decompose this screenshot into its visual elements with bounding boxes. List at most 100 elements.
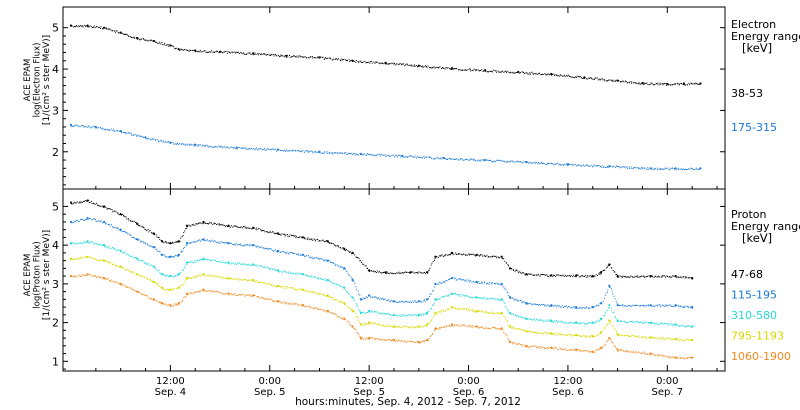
electron-series-dot bbox=[506, 71, 508, 73]
electron-series-dot bbox=[476, 69, 478, 71]
proton-series-dot bbox=[363, 324, 365, 326]
proton-series-dot bbox=[514, 314, 516, 316]
proton-series-dot bbox=[102, 206, 104, 208]
proton-series-dot bbox=[549, 332, 551, 334]
proton-series-dot bbox=[370, 296, 372, 298]
proton-series-dot bbox=[650, 336, 652, 338]
proton-series-dot bbox=[686, 324, 688, 326]
proton-series-dot bbox=[284, 286, 286, 288]
proton-series-dot bbox=[214, 223, 216, 225]
electron-series-dot bbox=[671, 84, 673, 86]
electron-series-dot bbox=[393, 154, 395, 156]
electron-series-dot bbox=[411, 65, 413, 67]
electron-series-dot bbox=[349, 60, 351, 62]
electron-series-dot bbox=[91, 26, 93, 28]
proton-series-dot bbox=[370, 270, 372, 272]
proton-series-dot bbox=[96, 243, 98, 245]
electron-series-dot bbox=[75, 26, 77, 28]
proton-series-dot bbox=[368, 323, 370, 325]
proton-series-dot bbox=[72, 202, 74, 204]
proton-series-dot bbox=[169, 275, 171, 277]
proton-series-dot bbox=[362, 337, 364, 339]
electron-series-dot bbox=[470, 70, 472, 72]
proton-series-dot bbox=[232, 243, 234, 245]
proton-series-dot bbox=[551, 321, 553, 323]
proton-series-dot bbox=[416, 341, 418, 343]
proton-series-dot bbox=[518, 343, 520, 345]
proton-series-dot bbox=[647, 275, 649, 277]
electron-series-dot bbox=[399, 63, 401, 65]
electron-series-dot bbox=[628, 82, 630, 84]
electron-series-dot bbox=[111, 30, 113, 32]
proton-series-dot bbox=[122, 213, 124, 215]
proton-series-dot bbox=[93, 275, 95, 277]
proton-series-dot bbox=[511, 342, 513, 344]
proton-series-dot bbox=[492, 255, 494, 257]
proton-series-dot bbox=[246, 294, 248, 296]
proton-series-dot bbox=[115, 264, 117, 266]
electron-series-dot bbox=[542, 74, 544, 76]
electron-y-label-line: ACE EPAM bbox=[23, 59, 33, 102]
electron-series-dot bbox=[623, 167, 625, 169]
electron-series-dot bbox=[182, 49, 184, 51]
proton-series-dot bbox=[512, 268, 514, 270]
proton-series-dot bbox=[249, 279, 251, 281]
proton-series-dot bbox=[489, 256, 491, 258]
proton-series-dot bbox=[343, 268, 345, 270]
proton-series-dot bbox=[130, 220, 132, 222]
electron-series-dot bbox=[172, 142, 174, 144]
proton-series-dot bbox=[271, 300, 273, 302]
proton-series-dot bbox=[202, 290, 204, 292]
proton-series-dot bbox=[592, 352, 594, 354]
proton-series-dot bbox=[267, 232, 269, 234]
proton-series-dot bbox=[647, 336, 649, 338]
electron-series-dot bbox=[659, 167, 661, 169]
proton-series-dot bbox=[677, 325, 679, 327]
proton-series-dot bbox=[421, 341, 423, 343]
proton-series-dot bbox=[294, 288, 296, 290]
proton-series-dot bbox=[449, 294, 451, 296]
proton-series-dot bbox=[671, 275, 673, 277]
proton-series-dot bbox=[302, 304, 304, 306]
proton-series-dot bbox=[83, 219, 85, 221]
electron-series-dot bbox=[416, 66, 418, 68]
proton-series-dot bbox=[585, 350, 587, 352]
electron-series-dot bbox=[682, 84, 684, 86]
proton-series-dot bbox=[430, 319, 432, 321]
proton-series-dot bbox=[293, 273, 295, 275]
electron-series-dot bbox=[250, 148, 252, 150]
proton-series-dot bbox=[188, 261, 190, 263]
proton-series-dot bbox=[181, 285, 183, 287]
electron-series-dot bbox=[280, 149, 282, 151]
proton-series-dot bbox=[663, 355, 665, 357]
proton-series-dot bbox=[124, 269, 126, 271]
proton-series-dot bbox=[410, 327, 412, 329]
proton-series-dot bbox=[180, 285, 182, 287]
proton-series-dot bbox=[228, 225, 230, 227]
proton-series-dot bbox=[524, 273, 526, 275]
proton-data-point bbox=[599, 346, 603, 349]
proton-series-dot bbox=[125, 254, 127, 256]
electron-series-dot bbox=[202, 51, 204, 53]
electron-series-dot bbox=[181, 48, 183, 50]
electron-series-dot bbox=[340, 152, 342, 154]
proton-series-dot bbox=[665, 355, 667, 357]
proton-series-dot bbox=[145, 243, 147, 245]
proton-series-dot bbox=[319, 240, 321, 242]
proton-series-dot bbox=[203, 273, 205, 275]
proton-series-dot bbox=[447, 308, 449, 310]
electron-series-dot bbox=[570, 76, 572, 78]
electron-series-dot bbox=[520, 161, 522, 163]
proton-series-dot bbox=[665, 304, 667, 306]
proton-series-dot bbox=[227, 292, 229, 294]
electron-series-dot bbox=[248, 52, 250, 54]
proton-series-dot bbox=[108, 208, 110, 210]
electron-series-dot bbox=[370, 154, 372, 156]
proton-series-dot bbox=[654, 354, 656, 356]
proton-series-dot bbox=[429, 322, 431, 324]
proton-series-dot bbox=[324, 309, 326, 311]
electron-series-dot bbox=[600, 78, 602, 80]
electron-series-dot bbox=[341, 152, 343, 154]
electron-series-dot bbox=[463, 159, 465, 161]
proton-series-dot bbox=[187, 261, 189, 263]
